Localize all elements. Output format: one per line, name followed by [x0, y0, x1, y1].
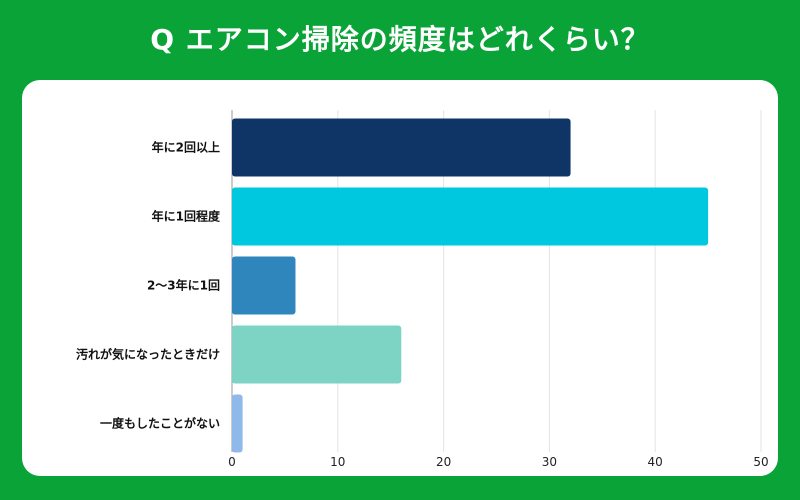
- chart-title: Q エアコン掃除の頻度はどれくらい？: [150, 23, 650, 56]
- bar: [232, 118, 571, 177]
- bar: [232, 325, 402, 384]
- x-tick-label: 20: [436, 455, 451, 469]
- bar: [232, 187, 709, 246]
- x-tick-label: 10: [330, 455, 345, 469]
- category-label: 年に1回程度: [152, 209, 221, 224]
- bar: [232, 394, 243, 453]
- category-label: 年に2回以上: [152, 140, 220, 155]
- bar: [232, 256, 296, 315]
- category-label: 2～3年に1回: [147, 278, 220, 293]
- x-tick-label: 40: [648, 455, 663, 469]
- category-label: 一度もしたことがない: [100, 416, 220, 431]
- x-tick-label: 0: [228, 455, 236, 469]
- x-tick-label: 50: [753, 455, 768, 469]
- category-label: 汚れが気になったときだけ: [76, 347, 220, 362]
- x-tick-label: 30: [542, 455, 557, 469]
